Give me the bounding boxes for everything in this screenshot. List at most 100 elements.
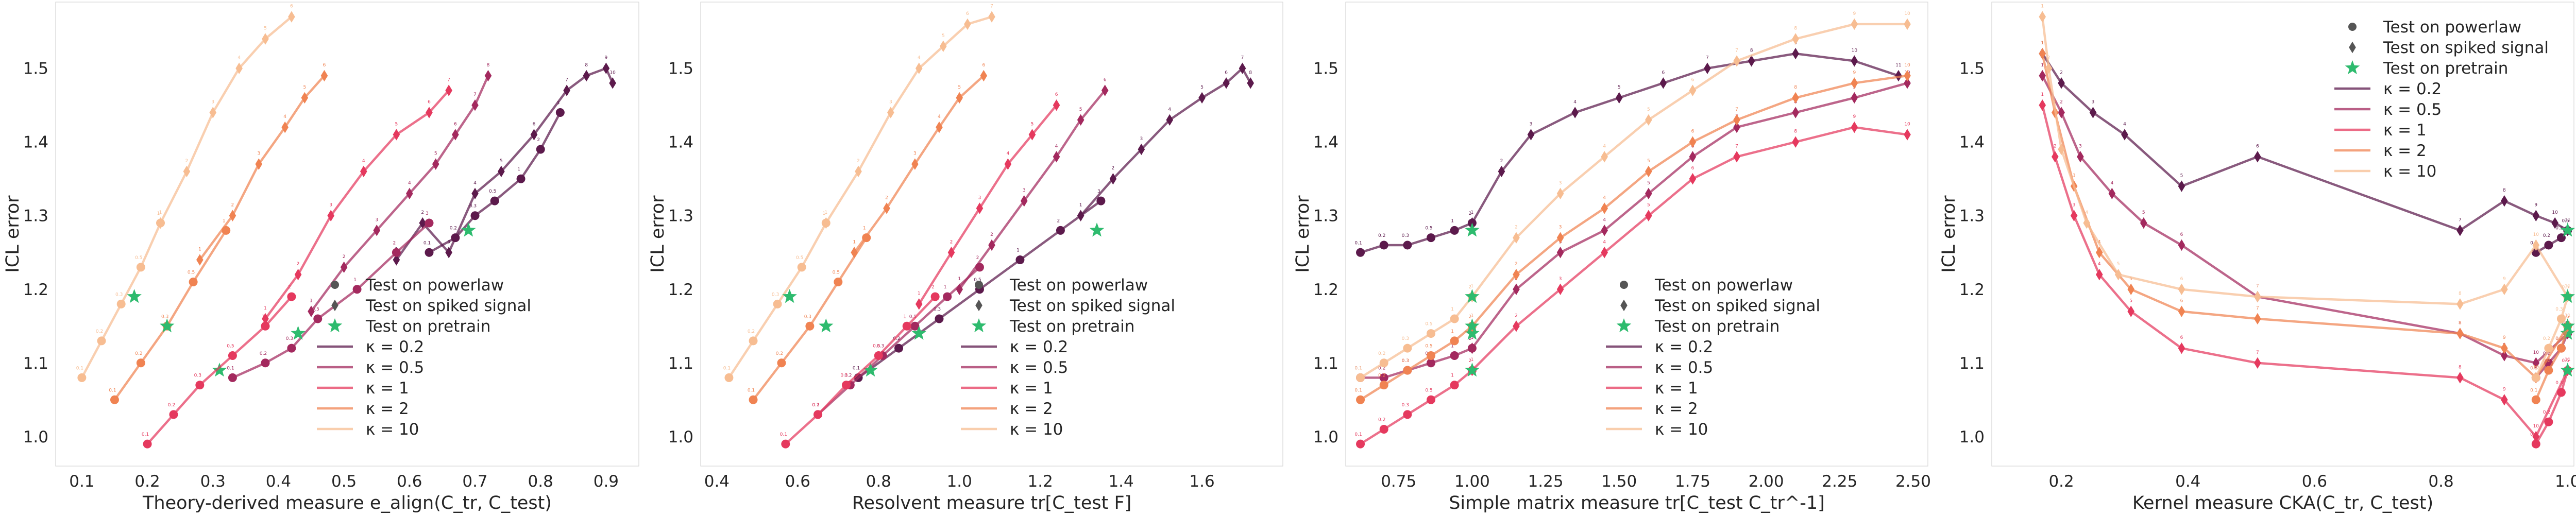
spiked-point bbox=[1004, 158, 1012, 170]
pretrain-star bbox=[863, 363, 878, 377]
point-label: 8 bbox=[1750, 48, 1753, 53]
spiked-point bbox=[2501, 342, 2508, 354]
point-label: 5 bbox=[2117, 262, 2120, 267]
powerlaw-point bbox=[894, 344, 904, 353]
point-label: 4 bbox=[2098, 262, 2101, 267]
spiked-point bbox=[360, 165, 367, 178]
point-label: 7 bbox=[473, 92, 477, 97]
pretrain-star bbox=[1465, 318, 1480, 333]
spiked-point bbox=[602, 62, 610, 74]
x-tick-label: 1.00 bbox=[1454, 472, 1490, 491]
powerlaw-point bbox=[805, 321, 815, 331]
point-label: 2 bbox=[2060, 70, 2063, 75]
powerlaw-point bbox=[228, 351, 237, 360]
point-label: 0.2 bbox=[2543, 410, 2550, 415]
spiked-point bbox=[2114, 268, 2122, 281]
spiked-point bbox=[1792, 107, 1799, 118]
y-tick-label: 1.3 bbox=[1313, 207, 1338, 226]
point-label: 6 bbox=[454, 122, 457, 127]
spiked-point bbox=[1513, 268, 1520, 281]
point-label: 10 bbox=[2533, 232, 2539, 237]
point-label: 2 bbox=[1469, 285, 1472, 290]
legend-label: Test on powerlaw bbox=[1654, 276, 1793, 295]
point-label: 2 bbox=[990, 232, 993, 237]
point-label: 1 bbox=[310, 299, 313, 304]
legend: Test on powerlaw Test on spiked signal Tes… bbox=[317, 276, 531, 439]
powerlaw-line bbox=[2535, 296, 2569, 379]
point-label: 2 bbox=[2054, 144, 2057, 149]
spiked-point bbox=[196, 254, 204, 266]
spiked-point bbox=[1513, 283, 1520, 295]
spiked-point bbox=[530, 129, 538, 141]
spiked-line bbox=[310, 75, 489, 313]
point-label: 1 bbox=[2041, 92, 2044, 97]
spiked-point bbox=[320, 70, 328, 82]
powerlaw-point bbox=[781, 439, 790, 449]
spiked-point bbox=[1109, 173, 1117, 185]
spiked-point bbox=[157, 217, 164, 229]
spiked-point bbox=[1792, 136, 1799, 148]
point-label: 5 bbox=[1031, 122, 1034, 127]
point-label: 2 bbox=[885, 195, 888, 200]
spiked-point bbox=[2083, 217, 2091, 229]
spiked-point bbox=[1166, 114, 1174, 126]
spiked-point bbox=[2532, 210, 2540, 221]
powerlaw-point bbox=[1450, 336, 1459, 346]
spiked-point bbox=[1792, 92, 1799, 104]
spiked-point bbox=[2551, 217, 2558, 229]
spiked-point bbox=[406, 187, 413, 200]
point-label: 3 bbox=[1530, 122, 1533, 127]
x-tick-label: 0.3 bbox=[200, 472, 226, 491]
spiked-point bbox=[2254, 357, 2261, 369]
legend-label: κ = 10 bbox=[1655, 420, 1708, 439]
legend-label: Test on pretrain bbox=[1654, 317, 1780, 336]
point-label: 0.1 bbox=[748, 388, 755, 393]
legend-label: Test on spiked signal bbox=[2383, 39, 2549, 57]
spiked-point bbox=[2096, 268, 2103, 281]
point-label: 0.3 bbox=[1402, 336, 1409, 341]
powerlaw-point bbox=[313, 314, 323, 323]
point-label: 11 bbox=[1895, 63, 1901, 68]
x-tick-label: 0.2 bbox=[2048, 472, 2074, 491]
spiked-point bbox=[262, 33, 269, 45]
point-label: 0.1 bbox=[227, 366, 234, 371]
legend-label: κ = 10 bbox=[366, 420, 419, 439]
pretrain-star bbox=[2560, 222, 2575, 237]
point-label: 0.3 bbox=[2555, 381, 2563, 386]
y-tick-label: 1.0 bbox=[1959, 428, 1985, 447]
point-label: 1 bbox=[2041, 63, 2044, 68]
spiked-point bbox=[2058, 143, 2065, 156]
powerlaw-point bbox=[842, 381, 851, 390]
pretrain-star bbox=[2560, 363, 2575, 377]
powerlaw-point bbox=[1379, 424, 1388, 434]
point-label: 2 bbox=[297, 262, 300, 267]
spiked-point bbox=[498, 165, 505, 178]
powerlaw-point bbox=[1403, 410, 1412, 419]
spiked-point bbox=[2127, 305, 2135, 317]
point-label: 0.5 bbox=[1425, 226, 1432, 231]
legend-label: κ = 1 bbox=[1010, 379, 1053, 398]
spiked-point bbox=[484, 70, 492, 82]
spiked-line bbox=[918, 104, 1058, 305]
point-label: 10 bbox=[1904, 11, 1910, 16]
point-label: 0.5 bbox=[1425, 322, 1432, 327]
x-tick-label: 0.6 bbox=[2302, 472, 2327, 491]
y-tick-label: 1.2 bbox=[1959, 281, 1985, 299]
point-label: 1 bbox=[1079, 203, 1082, 208]
powerlaw-point bbox=[490, 196, 499, 205]
powerlaw-point bbox=[1427, 329, 1436, 338]
powerlaw-line bbox=[146, 296, 293, 445]
spiked-point bbox=[294, 268, 302, 281]
x-axis-label: Theory-derived measure e_align(C_tr, C_t… bbox=[142, 493, 552, 513]
spiked-point bbox=[822, 217, 830, 229]
powerlaw-point bbox=[2531, 439, 2540, 449]
legend-powerlaw-marker bbox=[2348, 23, 2357, 31]
spiked-point bbox=[2039, 70, 2046, 82]
point-label: 1 bbox=[517, 167, 520, 172]
point-label: 3 bbox=[375, 217, 378, 222]
chart-panel-3: 1.0 1.1 1.2 1.3 1.4 1.5 0.75 1.00 1.25 1.50 1.75 2.… bbox=[1293, 2, 1931, 513]
powerlaw-point bbox=[777, 358, 786, 368]
powerlaw-point bbox=[935, 314, 944, 323]
